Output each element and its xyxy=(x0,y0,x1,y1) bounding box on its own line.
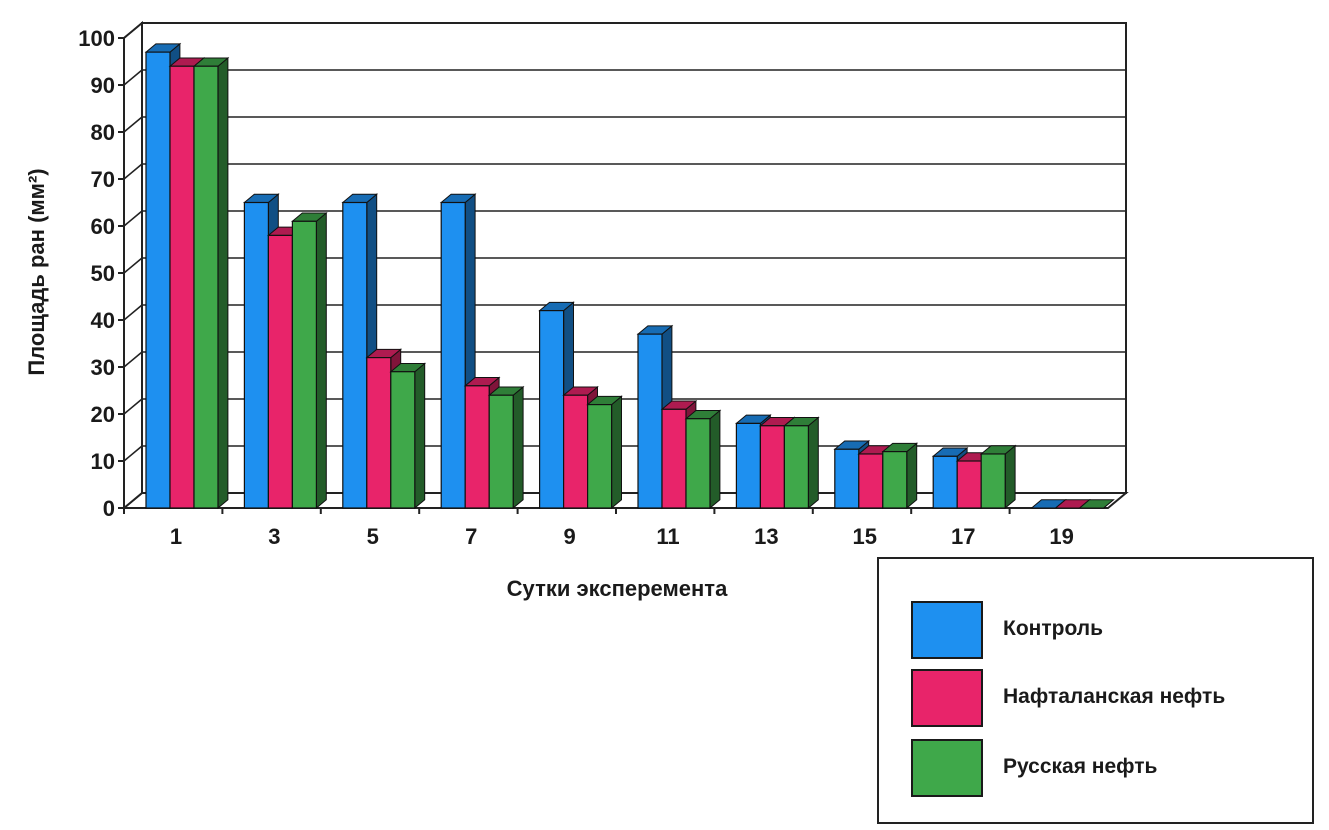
y-tick-label: 80 xyxy=(91,120,115,145)
bar-front xyxy=(145,51,171,509)
bar-side xyxy=(1004,444,1016,510)
gridline-depth xyxy=(123,257,143,274)
y-tick-label: 40 xyxy=(91,308,115,333)
legend-swatch-control xyxy=(911,601,983,659)
y-tick-label: 100 xyxy=(78,26,115,51)
x-tick-label: 11 xyxy=(656,524,679,549)
gridline-depth xyxy=(123,116,143,133)
gridline-depth xyxy=(123,304,143,321)
bar-front xyxy=(267,234,293,509)
bar-front xyxy=(858,453,884,509)
x-tick-label: 7 xyxy=(465,524,477,549)
bar-side xyxy=(217,56,229,510)
bar-front xyxy=(586,404,613,509)
legend: Контроль Нафталанская нефть Русская нефт… xyxy=(877,557,1314,824)
bar xyxy=(979,444,1017,510)
bar-front xyxy=(342,201,368,509)
bar-side xyxy=(611,395,622,510)
legend-swatch-naftalan-oil xyxy=(911,669,983,727)
bar xyxy=(291,211,328,510)
bar-front xyxy=(464,385,490,509)
x-tick-label: 1 xyxy=(170,524,182,549)
bar-side xyxy=(512,385,524,510)
gridline-depth xyxy=(123,22,143,39)
gridline-depth xyxy=(123,398,143,415)
bar-front xyxy=(637,333,663,509)
bar xyxy=(684,409,722,510)
bar-front xyxy=(735,422,762,509)
y-tick-label: 30 xyxy=(91,355,115,380)
bar-side xyxy=(807,416,819,510)
y-tick-label: 70 xyxy=(91,167,115,192)
bar-front xyxy=(390,371,416,509)
gridline-depth xyxy=(123,163,143,180)
bar-front xyxy=(661,408,687,509)
bars-layer xyxy=(144,42,1115,510)
bar-front xyxy=(193,65,219,509)
y-tick-label: 20 xyxy=(91,402,115,427)
bar-front xyxy=(685,418,711,509)
gridline-depth xyxy=(123,351,143,368)
legend-label-control: Контроль xyxy=(1003,617,1103,640)
x-tick-label: 13 xyxy=(754,524,778,549)
bar xyxy=(1078,499,1115,509)
x-tick-label: 17 xyxy=(951,524,975,549)
bar-side xyxy=(906,442,918,510)
gridline-depth xyxy=(123,445,143,462)
bar xyxy=(783,416,820,510)
gridline-depth xyxy=(123,210,143,227)
x-tick-label: 9 xyxy=(563,524,575,549)
bar-side xyxy=(709,409,721,510)
x-tick-label: 3 xyxy=(268,524,280,549)
bar-front xyxy=(169,65,195,509)
y-tick-label: 10 xyxy=(91,449,115,474)
legend-label-russian-oil: Русская нефть xyxy=(1003,755,1158,778)
bar-top xyxy=(1078,499,1115,509)
bar xyxy=(192,56,230,510)
bar xyxy=(857,444,895,510)
y-axis-title: Площадь ран (мм²) xyxy=(24,168,49,375)
y-tick-label: 60 xyxy=(91,214,115,239)
bar xyxy=(389,362,427,510)
y-tick-label: 50 xyxy=(91,261,115,286)
legend-item-naftalan-oil: Нафталанская нефть xyxy=(911,669,1311,729)
legend-item-russian-oil: Русская нефть xyxy=(911,739,1311,799)
legend-label-naftalan-oil: Нафталанская нефть xyxy=(1003,685,1226,708)
bar-side xyxy=(315,211,327,510)
bar-front xyxy=(366,357,392,509)
x-tick-label: 15 xyxy=(853,524,877,549)
bar-front xyxy=(980,453,1006,509)
gridline-depth xyxy=(123,69,143,86)
bar xyxy=(881,442,919,510)
bar-front xyxy=(291,220,317,509)
bar-front xyxy=(956,460,982,509)
legend-swatch-russian-oil xyxy=(911,739,983,797)
x-axis-title: Сутки эксперемента xyxy=(507,576,728,601)
x-tick-label: 5 xyxy=(367,524,379,549)
bar-front xyxy=(759,425,786,509)
bar-front xyxy=(538,310,565,509)
bar-front xyxy=(243,201,269,509)
bar-front xyxy=(783,425,810,509)
bar-front xyxy=(882,451,908,509)
bar-front xyxy=(440,201,466,509)
bar xyxy=(487,385,525,510)
y-tick-label: 0 xyxy=(103,496,115,521)
bar-front xyxy=(562,394,589,509)
y-tick-label: 90 xyxy=(91,73,115,98)
bar xyxy=(586,395,623,510)
bar-side xyxy=(414,362,426,510)
legend-item-control: Контроль xyxy=(911,601,1311,661)
bar-front xyxy=(488,394,514,509)
bar-front xyxy=(834,448,860,509)
bar-front xyxy=(932,455,958,509)
x-tick-label: 19 xyxy=(1049,524,1073,549)
